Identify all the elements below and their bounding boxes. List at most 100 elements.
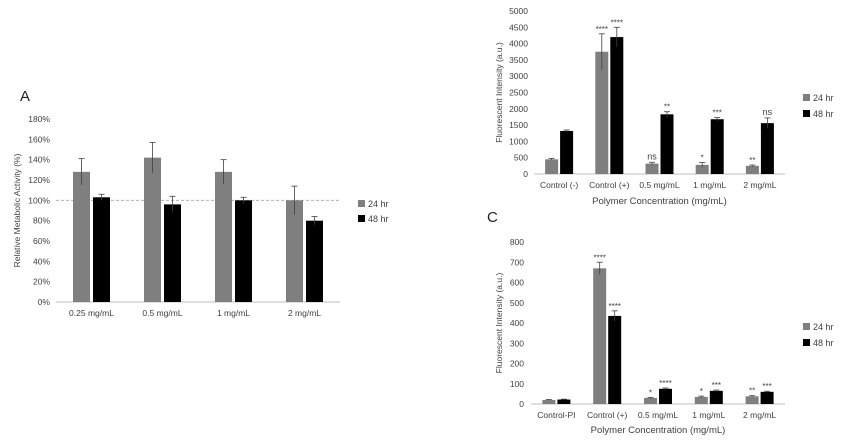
chart-a-category-label: 1 mg/mL	[217, 308, 250, 318]
chart-c-bar	[709, 390, 723, 404]
chart-c-bar	[608, 315, 622, 404]
chart-b-legend-label: 24 hr	[813, 93, 834, 103]
chart-b-category-label: 2 mg/mL	[743, 180, 776, 190]
chart-c-bar	[644, 397, 657, 404]
chart-b-bar	[595, 51, 609, 174]
chart-a-bar	[93, 197, 110, 302]
chart-c-significance-label: ****	[593, 253, 605, 262]
chart-c-significance-label: **	[749, 387, 755, 396]
chart-b-bar	[545, 159, 559, 174]
chart-c-significance-label: ***	[712, 381, 721, 390]
chart-c-ytick-label: 200	[510, 359, 524, 369]
chart-a-ytick-label: 20%	[33, 277, 50, 287]
chart-a-ytick-label: 180%	[28, 114, 50, 124]
chart-a-legend-label: 24 hr	[368, 199, 389, 209]
chart-b-legend-swatch	[803, 94, 810, 101]
chart-c-significance-label: *	[649, 388, 652, 397]
chart-b-bar	[560, 130, 574, 174]
chart-a-legend-label: 48 hr	[368, 214, 389, 224]
chart-a-category-label: 0.25 mg/mL	[69, 308, 114, 318]
chart-b-category-label: 0.5 mg/mL	[639, 180, 679, 190]
chart-b-category-label: 1 mg/mL	[693, 180, 726, 190]
chart-c-y-axis-label: Fluorescent Intensity (a.u.)	[494, 273, 504, 374]
chart-b-ytick-label: 2500	[509, 88, 528, 98]
chart-a-bar	[73, 171, 90, 302]
chart-b-bar	[710, 119, 724, 174]
chart-c-category-label: 0.5 mg/mL	[638, 410, 678, 420]
chart-b-y-axis-label: Fluorescent Intensity (a.u.)	[494, 42, 504, 143]
chart-b-ytick-label: 3500	[509, 55, 528, 65]
chart-a-bar	[215, 171, 232, 302]
chart-a-legend-swatch	[358, 200, 365, 207]
chart-a-bar	[144, 157, 161, 302]
chart-c-bar	[694, 396, 708, 404]
chart-b-category-label: Control (+)	[589, 180, 630, 190]
chart-a-ytick-label: 80%	[33, 216, 50, 226]
chart-c-category-label: Control (+)	[587, 410, 628, 420]
chart-a-ytick-label: 140%	[28, 155, 50, 165]
chart-a-ytick-label: 100%	[28, 195, 50, 205]
chart-a-category-label: 0.5 mg/mL	[142, 308, 182, 318]
chart-a-ytick-label: 40%	[33, 256, 50, 266]
chart-c-bar	[760, 391, 774, 404]
chart-c-ytick-label: 0	[519, 399, 524, 409]
chart-c-ytick-label: 300	[510, 338, 524, 348]
chart-b-significance-label: ****	[596, 25, 608, 34]
chart-c-bar	[542, 399, 556, 404]
chart-c-category-label: 1 mg/mL	[692, 410, 725, 420]
chart-c-ytick-label: 700	[510, 257, 524, 267]
chart-b-significance-label: ****	[611, 18, 623, 27]
chart-b-bar	[745, 165, 759, 174]
chart-b-ytick-label: 1000	[509, 136, 528, 146]
chart-a-ytick-label: 120%	[28, 175, 50, 185]
chart-c-significance-label: ****	[659, 379, 671, 388]
chart-b-significance-label: ***	[713, 109, 722, 118]
chart-b-x-axis-label: Polymer Concentration (mg/mL)	[592, 196, 727, 207]
chart-c-legend-label: 48 hr	[813, 338, 834, 348]
chart-a-bar	[306, 220, 323, 302]
chart-b-ytick-label: 2000	[509, 104, 528, 114]
panel-label-a: A	[20, 88, 31, 105]
chart-b-bar	[760, 123, 774, 174]
chart-b-bar	[610, 37, 624, 174]
chart-c-category-label: Control-PI	[537, 410, 575, 420]
chart-b-ytick-label: 0	[523, 169, 528, 179]
chart-c-significance-label: *	[700, 387, 703, 396]
chart-a-bar	[286, 200, 303, 302]
chart-c-ytick-label: 600	[510, 278, 524, 288]
chart-a-bar	[235, 200, 252, 302]
chart-b-ytick-label: 4500	[509, 22, 528, 32]
chart-c-bar	[659, 388, 672, 404]
chart-a-ytick-label: 160%	[28, 134, 50, 144]
chart-a-bar	[164, 204, 181, 302]
chart-b-legend-label: 48 hr	[813, 109, 834, 119]
chart-c-bar	[593, 268, 607, 404]
chart-c-ytick-label: 500	[510, 298, 524, 308]
chart-c-legend-swatch	[803, 323, 810, 330]
chart-c-category-label: 2 mg/mL	[743, 410, 776, 420]
chart-b-bar	[645, 163, 659, 174]
chart-c-legend-label: 24 hr	[813, 322, 834, 332]
chart-b-legend-swatch	[803, 110, 810, 117]
chart-b-ytick-label: 3000	[509, 71, 528, 81]
chart-c-legend-swatch	[803, 339, 810, 346]
chart-c-significance-label: ***	[762, 382, 771, 391]
chart-b-significance-label: **	[664, 103, 670, 112]
chart-b-ytick-label: 1500	[509, 120, 528, 130]
chart-b-significance-label: ns	[647, 151, 657, 161]
chart-b-significance-label: **	[749, 156, 755, 165]
chart-b-significance-label: ns	[763, 107, 773, 117]
chart-b-category-label: Control (-)	[540, 180, 578, 190]
chart-c-ytick-label: 100	[510, 379, 524, 389]
chart-b-bar	[695, 164, 709, 174]
chart-a-ytick-label: 0%	[38, 297, 51, 307]
chart-c-significance-label: ****	[608, 302, 620, 311]
chart-c-ytick-label: 400	[510, 318, 524, 328]
chart-b-significance-label: *	[701, 154, 704, 163]
chart-c-bar	[557, 399, 571, 404]
chart-a-y-axis-label: Relative Metabolic Activity (%)	[12, 153, 22, 267]
chart-c-ytick-label: 800	[510, 237, 524, 247]
chart-b-ytick-label: 4000	[509, 39, 528, 49]
panel-label-c: C	[487, 209, 498, 226]
